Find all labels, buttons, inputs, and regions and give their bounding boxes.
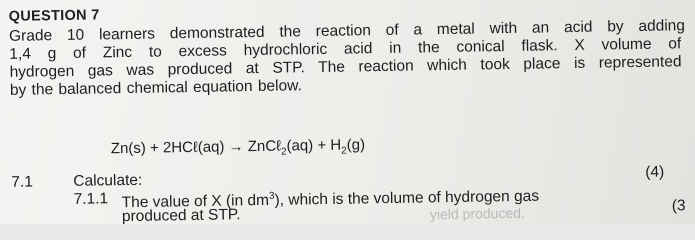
- item-text: produced at STP.: [121, 206, 241, 224]
- item-number: 7.1.1: [73, 190, 109, 208]
- question-title: QUESTION 7: [8, 7, 100, 25]
- item-text: yield produced.: [429, 204, 525, 223]
- question-content: QUESTION 7 Grade 10 learners demonstrate…: [8, 7, 686, 224]
- chemical-equation: Zn(s) + 2HCℓ(aq) → ZnCℓ2(aq) + H2(g): [111, 136, 366, 164]
- equation-part: (aq) + H: [286, 136, 342, 155]
- equation-part: (g): [346, 136, 366, 154]
- sub-question-number: 7.1: [11, 173, 34, 191]
- document-page: QUESTION 7 Grade 10 learners demonstrate…: [0, 0, 695, 224]
- marks: (3: [671, 197, 686, 215]
- paragraph-line: by the balanced chemical equation below.: [9, 77, 302, 99]
- equation-part: Zn(s) + 2HCℓ(aq) → ZnCℓ: [110, 137, 282, 158]
- marks: (4): [645, 163, 665, 181]
- sub-question-label: Calculate:: [73, 171, 143, 190]
